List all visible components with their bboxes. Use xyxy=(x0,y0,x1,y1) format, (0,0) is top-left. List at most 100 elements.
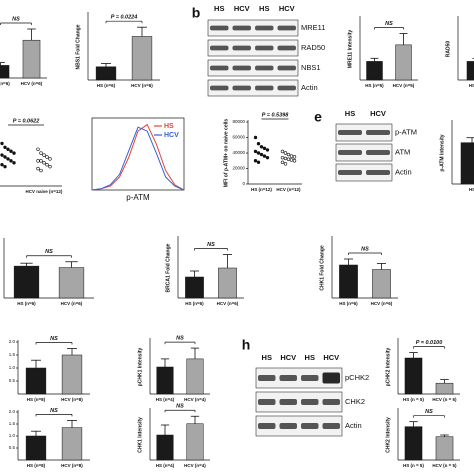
point xyxy=(3,145,7,150)
bar xyxy=(61,354,83,395)
row-label: Actin xyxy=(395,167,412,176)
error-bar xyxy=(466,137,474,143)
x-tick-label: HCV (n=4) xyxy=(184,463,206,468)
bar xyxy=(25,435,47,461)
point xyxy=(253,159,258,163)
lane-label: HS xyxy=(262,353,272,362)
x-tick-label: HCV (n=12) xyxy=(276,187,301,192)
x-tick-label: HS (n=6) xyxy=(17,301,36,306)
lane-label: HCV xyxy=(370,109,386,118)
bar xyxy=(404,426,423,461)
point xyxy=(39,151,43,155)
blot-band xyxy=(210,45,229,51)
x-tick-label: HCV (n=6) xyxy=(61,301,83,306)
error-bar xyxy=(137,26,147,37)
row-label: p-ATM xyxy=(395,127,417,136)
x-tick-label: HS (n=6) xyxy=(0,81,10,86)
error-bar xyxy=(376,263,387,270)
error-bar xyxy=(20,262,33,267)
blot-band xyxy=(255,65,274,71)
y-tick-label: 0 xyxy=(242,181,245,186)
error-bar xyxy=(190,347,200,359)
point xyxy=(262,146,267,151)
point xyxy=(0,153,4,157)
blot-band xyxy=(301,399,319,405)
error-bar xyxy=(190,415,200,424)
point xyxy=(36,159,40,163)
point xyxy=(6,147,10,151)
y-axis-label: RAD50 xyxy=(445,41,451,58)
y-tick-label: 1.5 xyxy=(9,421,16,426)
x-tick-label: HS xyxy=(469,187,474,192)
bar xyxy=(435,436,454,461)
bar xyxy=(218,267,237,299)
blot-band xyxy=(366,129,390,136)
blot-band xyxy=(277,45,296,51)
point xyxy=(283,151,288,155)
y-tick-label: 1.0 xyxy=(9,365,16,370)
row-label: MRE11 xyxy=(301,23,325,32)
x-tick-label: HCV (n = 5) xyxy=(432,397,457,402)
blot-band xyxy=(232,85,251,91)
error-bar xyxy=(31,359,41,368)
annotation: NS xyxy=(425,409,433,415)
point xyxy=(256,151,261,155)
point xyxy=(42,153,46,157)
lane-label: HS xyxy=(259,4,269,13)
x-tick-label: HS (n=4) xyxy=(156,397,175,402)
x-tick-label: HS (n=5) xyxy=(365,83,384,88)
point xyxy=(292,155,297,159)
blot-band xyxy=(258,423,276,429)
y-tick-label: 0.5 xyxy=(9,378,16,383)
blot-strip xyxy=(335,163,393,182)
x-tick-label: HS (n=8) xyxy=(27,463,46,468)
error-bar xyxy=(101,63,111,67)
blot-band xyxy=(301,375,319,381)
x-tick-label: HCV (n=8) xyxy=(61,397,83,402)
blot-band xyxy=(255,85,274,91)
y-tick-label: 60000 xyxy=(232,135,245,140)
error-bar xyxy=(0,62,5,66)
point xyxy=(265,155,270,160)
y-axis-label: p-ATM Intensity xyxy=(439,134,445,171)
error-bar xyxy=(409,421,418,427)
error-bar xyxy=(65,261,78,268)
point xyxy=(3,155,7,159)
blot-band xyxy=(258,399,276,405)
panel-letter: b xyxy=(192,5,201,21)
bar xyxy=(372,269,391,299)
point xyxy=(253,135,258,140)
blot-band xyxy=(210,85,229,91)
lane-label: HS xyxy=(214,4,224,13)
point xyxy=(265,148,270,152)
x-tick-label: HCV (n=6) xyxy=(131,83,153,88)
bar xyxy=(0,65,10,79)
bar xyxy=(186,358,204,395)
error-bar xyxy=(67,419,77,428)
bar xyxy=(366,61,383,81)
blot-strip xyxy=(207,19,299,37)
annotation: NS xyxy=(45,249,53,255)
bar xyxy=(22,39,41,79)
y-tick-label: 2.0 xyxy=(9,339,16,344)
bar xyxy=(185,276,204,299)
blot-band xyxy=(322,399,340,405)
point xyxy=(9,149,13,153)
y-tick-label: 40000 xyxy=(232,150,245,155)
point xyxy=(256,160,261,165)
blot-band xyxy=(210,25,229,31)
point xyxy=(262,154,267,158)
point xyxy=(36,147,40,151)
lane-label: HCV xyxy=(323,353,339,362)
point xyxy=(12,151,16,155)
error-bar xyxy=(160,424,170,435)
bar xyxy=(131,36,153,81)
x-tick-label: HS (n=6) xyxy=(339,301,358,306)
y-tick-label: 20000 xyxy=(232,166,245,171)
point xyxy=(289,154,294,158)
blot-band xyxy=(277,85,296,91)
y-axis-label: CHK1 Fold Change xyxy=(319,245,325,290)
blot-band xyxy=(279,375,297,381)
bar xyxy=(395,44,412,81)
